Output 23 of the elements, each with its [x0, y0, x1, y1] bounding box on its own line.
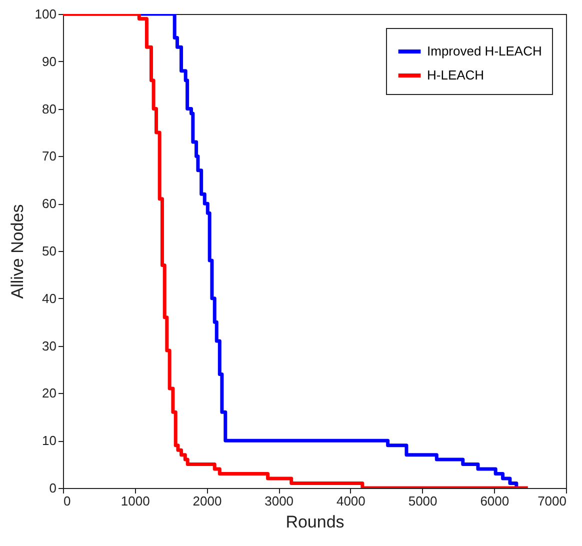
y-tick-label: 30	[42, 338, 56, 354]
y-tick-label: 50	[42, 244, 56, 258]
x-tick-label: 1000	[120, 494, 150, 508]
x-tick-label: 4000	[336, 494, 366, 508]
y-tick-label: 20	[42, 386, 56, 401]
x-tick-label: 2000	[192, 494, 222, 508]
x-tick-label: 0	[64, 494, 71, 508]
y-tick-label: 70	[42, 148, 56, 164]
y-tick-label: 40	[42, 290, 56, 306]
x-tick-label: 3000	[264, 494, 294, 508]
x-tick-label: 7000	[538, 494, 566, 508]
legend-label: Improved H-LEACH	[427, 44, 542, 58]
x-tick-label: 5000	[408, 494, 438, 508]
x-axis-title: Rounds	[286, 512, 344, 532]
y-axis-title: Allive Nodes	[8, 204, 27, 299]
legend-label: H-LEACH	[427, 68, 484, 82]
y-tick-label: 60	[42, 196, 56, 212]
y-tick-label: 80	[42, 101, 56, 116]
y-tick-label: 100	[34, 6, 56, 22]
x-tick-label: 6000	[480, 494, 510, 508]
y-tick-label: 90	[42, 54, 56, 69]
y-tick-label: 10	[42, 433, 56, 448]
y-tick-label: 0	[49, 480, 56, 496]
